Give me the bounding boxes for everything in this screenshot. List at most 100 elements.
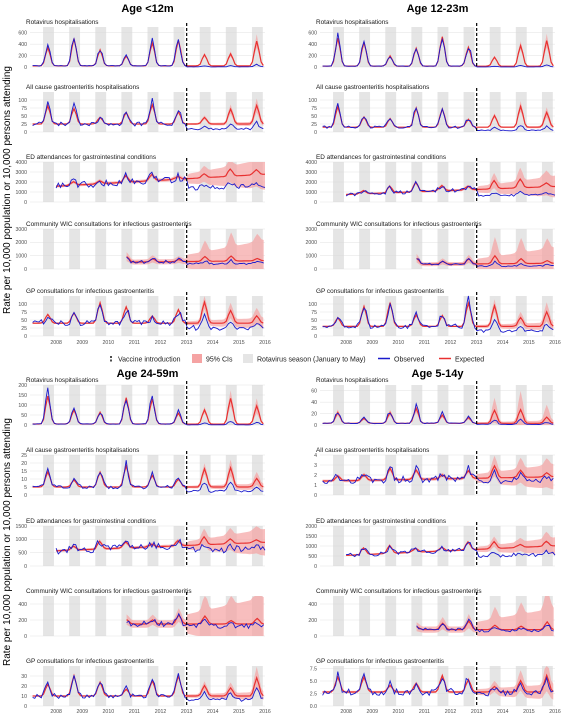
y-tick-label: 100 [308,98,317,104]
y-tick-label: 500 [308,554,317,560]
y-axis-label-top: Rate per 10,000 population or 10,000 per… [2,66,13,314]
y-tick-label: 1 [314,483,317,489]
subplot-3: Community WIC consultations for infectio… [305,221,555,273]
observed-line [32,460,264,493]
y-tick-label: 0 [314,564,317,570]
season-band [225,27,237,67]
y-tick-label: 20 [21,684,27,690]
y-tick-label: 0 [314,334,317,340]
y-tick-label: 25 [21,453,27,459]
subplot-0: Rotavirus hospitalisations 0 200 400 600 [308,19,555,71]
y-tick-label: 1000 [305,253,317,259]
x-tick-label: 2009 [76,340,88,346]
subplot-title: Rotavirus hospitalisations [26,19,98,26]
y-tick-label: 0 [24,634,27,640]
x-tick-label: 2014 [207,709,219,715]
expected-line [322,673,554,693]
expected-line [346,540,555,556]
season-band [69,27,81,67]
panel-title: Age 24-59m [117,368,179,380]
x-tick-label: 2013 [181,709,193,715]
y-tick-label: 1000 [15,537,27,543]
subplot-1: All cause gastroenteritis hospitalisatio… [21,447,265,499]
panel-1: Age 12-23m Rotavirus hospitalisations 0 200… [305,3,560,346]
y-tick-label: 0 [24,704,27,710]
observed-line [32,387,264,426]
subplot-3: Community WIC consultations for infectio… [15,221,265,273]
subplot-title: Rotavirus hospitalisations [316,19,388,26]
season-band [95,526,107,566]
subplot-0: Rotavirus hospitalisations 0 20 40 60 [311,377,555,429]
subplot-3: Community WIC consultations for infectio… [308,588,555,640]
x-tick-label: 2012 [445,709,457,715]
season-band [95,229,107,269]
season-band [385,229,397,269]
season-band [147,92,159,132]
subplot-title: Community WIC consultations for infectio… [316,588,482,595]
y-tick-label: 75 [21,106,27,112]
season-band [359,596,371,636]
y-tick-label: 1000 [305,544,317,550]
subplot-2: ED attendances for gastrointestinal cond… [15,518,266,570]
season-band [121,296,133,336]
legend-season-label: Rotavirus season (January to May) [257,357,366,364]
ci-band [416,237,554,269]
y-tick-label: 200 [308,618,317,624]
y-tick-label: 200 [18,618,27,624]
subplot-3: Community WIC consultations for infectio… [18,588,265,640]
y-tick-label: 10 [21,477,27,483]
season-band [385,27,397,67]
observed-line [322,464,554,485]
y-tick-label: 150 [18,393,27,399]
y-tick-label: 400 [18,42,27,48]
observed-line [126,612,265,630]
season-band [199,92,211,132]
x-tick-label: 2016 [259,340,271,346]
season-band [333,596,344,636]
observed-line [416,257,554,268]
subplot-2: ED attendances for gastrointestinal cond… [15,154,266,206]
ci-band [322,299,554,331]
x-tick-label: 2009 [366,340,378,346]
season-band [489,27,501,67]
y-tick-label: 200 [308,53,317,59]
subplot-4: GP consultations for infectious gastroen… [21,658,265,710]
y-tick-label: 600 [18,31,27,37]
subplot-title: All cause gastroenteritis hospitalisatio… [26,447,139,454]
x-tick-label: 2016 [549,709,561,715]
ci-band [322,455,554,490]
observed-line [322,671,554,697]
x-tick-label: 2009 [366,709,378,715]
ci-band [32,459,264,491]
y-tick-label: 0 [24,200,27,206]
subplot-title: GP consultations for infectious gastroen… [316,288,444,295]
y-tick-label: 4 [314,453,317,459]
season-band [121,27,133,67]
observed-line [55,538,266,555]
y-tick-label: 75 [21,310,27,316]
season-band [437,27,449,67]
ci-band [416,596,554,636]
y-tick-label: 3 [314,463,317,469]
season-band [437,666,449,706]
season-band [359,92,371,132]
x-tick-label: 2010 [103,340,115,346]
season-band [121,92,133,132]
season-band [463,296,475,336]
x-tick-label: 2013 [471,340,483,346]
x-tick-label: 2015 [523,340,535,346]
season-band [333,666,344,706]
season-band [199,27,211,67]
y-tick-label: 1000 [15,190,27,196]
observed-line [345,180,556,197]
panel-title: Age 5-14y [412,368,465,380]
season-band [69,92,81,132]
season-band [173,27,185,67]
subplot-title: Community WIC consultations for infectio… [316,221,482,228]
season-band [43,526,54,566]
subplot-title: GP consultations for infectious gastroen… [26,658,154,665]
y-tick-label: 0 [24,130,27,136]
y-tick-label: 100 [18,403,27,409]
